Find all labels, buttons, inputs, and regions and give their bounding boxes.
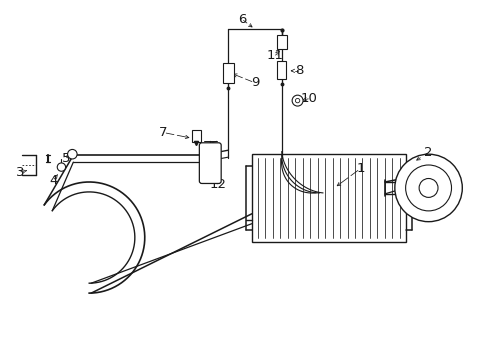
FancyBboxPatch shape (199, 143, 221, 184)
Text: 12: 12 (209, 179, 226, 192)
Circle shape (405, 165, 450, 211)
Text: 11: 11 (266, 49, 283, 63)
Text: 10: 10 (301, 92, 317, 105)
Bar (276, 35, 286, 49)
Bar (222, 63, 233, 83)
Text: 9: 9 (250, 76, 259, 89)
Bar (192, 130, 201, 142)
Circle shape (394, 154, 461, 222)
Text: 3: 3 (16, 166, 24, 179)
Circle shape (57, 163, 65, 171)
Bar (277, 61, 285, 79)
Circle shape (418, 179, 437, 197)
Text: 7: 7 (158, 126, 166, 139)
Text: 8: 8 (295, 64, 303, 77)
Bar (251, 154, 405, 242)
Text: 6: 6 (237, 13, 245, 26)
Circle shape (67, 149, 77, 159)
Text: 2: 2 (424, 146, 432, 159)
Text: 5: 5 (62, 152, 70, 165)
Text: 4: 4 (49, 174, 58, 186)
Circle shape (291, 95, 303, 106)
Text: 1: 1 (356, 162, 365, 175)
Circle shape (295, 98, 299, 103)
